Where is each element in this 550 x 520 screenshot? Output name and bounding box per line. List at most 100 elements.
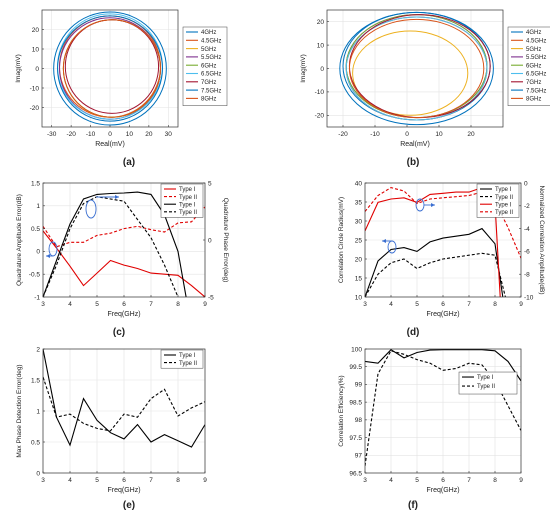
y-tick-label: 1 xyxy=(36,203,40,210)
legend-entry: 7.5GHz xyxy=(526,88,546,94)
x-tick-label: 6 xyxy=(441,477,445,484)
x-tick-label: 9 xyxy=(519,477,523,484)
y-axis-label: Quadrature Amplitude Error(dB) xyxy=(16,194,23,286)
chart-panel-e: 3 4 5 6 7 8 9 0 0.5 1 1.5 2 Freq(GHz) Max Phase Detec… xyxy=(16,346,207,494)
legend-entry: Type II xyxy=(477,384,495,390)
x-tick-label: 9 xyxy=(203,477,207,484)
y-tick-label: 30 xyxy=(355,218,363,225)
x-tick-label: 8 xyxy=(493,477,497,484)
y-tick-label: 35 xyxy=(355,199,363,206)
y-axis-label: Imag(mV) xyxy=(15,54,22,83)
x-tick-label: 5 xyxy=(95,301,99,308)
legend-entry: 5.5GHz xyxy=(526,55,546,61)
y-tick-label: 10 xyxy=(32,46,40,53)
x-tick-label: 4 xyxy=(389,301,393,308)
x-tick-label: 9 xyxy=(203,301,207,308)
series-line-type-ii xyxy=(43,206,205,248)
y-tick-label: 98 xyxy=(355,417,363,424)
chart-panel-c: 3 4 5 6 7 8 9 -1 -0.5 0 0.5 1 1.5 -5 0 5 Freq(GHz) Quadra… xyxy=(16,180,229,318)
x-tick-label: 6 xyxy=(441,301,445,308)
annotation-ellipse xyxy=(387,240,397,254)
y-tick-label: 1.5 xyxy=(31,377,40,384)
y2-axis-label: Normalized Correlation Amplitude(dB) xyxy=(538,185,545,294)
x-tick-label: 3 xyxy=(363,301,367,308)
y2-tick-label: -4 xyxy=(524,226,530,233)
series-line-type-i xyxy=(43,191,187,297)
legend-entry: Type I xyxy=(495,202,512,208)
legend-entry: 8GHz xyxy=(526,97,541,103)
y-tick-label: 10 xyxy=(355,294,363,301)
x-tick-label: 5 xyxy=(95,477,99,484)
legend-entry: 6GHz xyxy=(526,63,541,69)
annotation-group xyxy=(46,241,58,258)
plot-data-area xyxy=(339,11,494,126)
y-tick-label: 1 xyxy=(36,408,40,415)
y-tick-label: 0.5 xyxy=(31,439,40,446)
legend-entry: 7GHz xyxy=(526,80,541,86)
x-tick-label: 8 xyxy=(176,301,180,308)
y-tick-label: -10 xyxy=(30,85,40,92)
y-tick-label: -1 xyxy=(34,294,40,301)
x-axis-label: Freq(GHz) xyxy=(426,487,459,494)
panel-label-d: (d) xyxy=(407,327,420,338)
series-line-type-ii xyxy=(365,252,506,297)
legend-entry: 6GHz xyxy=(201,63,216,69)
series-line-type-ii xyxy=(365,187,521,259)
x-tick-label: 30 xyxy=(165,131,173,138)
y-tick-label: 2 xyxy=(36,346,40,353)
x-tick-label: 5 xyxy=(415,301,419,308)
plot-data-area xyxy=(53,11,167,126)
y-tick-label: 20 xyxy=(317,19,325,26)
x-tick-label: 7 xyxy=(149,301,153,308)
y-tick-label: -10 xyxy=(315,89,325,96)
series-line-type-i xyxy=(43,230,205,297)
annotation-group xyxy=(382,239,397,254)
y2-tick-label: 0 xyxy=(208,237,212,244)
legend-entry: 8GHz xyxy=(201,97,216,103)
x-tick-label: 4 xyxy=(68,477,72,484)
annotation-arrowhead xyxy=(115,195,119,199)
y-tick-label: 0 xyxy=(36,249,40,256)
series-circle-6.5GHz xyxy=(345,16,488,121)
x-axis-label: Freq(GHz) xyxy=(107,487,140,494)
legend-entry: Type II xyxy=(495,195,513,201)
x-tick-label: 20 xyxy=(467,131,475,138)
y2-axis-label: Quadrature Phase Error(deg) xyxy=(222,198,229,283)
panel-label-a: (a) xyxy=(123,157,135,168)
x-tick-label: 0 xyxy=(108,131,112,138)
legend-entry: 6.5GHz xyxy=(526,72,546,78)
x-tick-label: 4 xyxy=(68,301,72,308)
y-tick-label: -20 xyxy=(315,113,325,120)
y-tick-label: 1.5 xyxy=(31,180,40,187)
y-tick-label: 99.5 xyxy=(349,364,362,371)
y-tick-label: 100 xyxy=(351,346,362,353)
x-tick-label: -10 xyxy=(86,131,96,138)
y2-tick-label: -10 xyxy=(524,294,534,301)
y2-tick-label: 5 xyxy=(208,180,212,187)
y-tick-label: 10 xyxy=(317,42,325,49)
x-tick-label: -10 xyxy=(370,131,380,138)
y-tick-label: 96.5 xyxy=(349,470,362,477)
y-tick-label: 99 xyxy=(355,382,363,389)
legend-entry: 7.5GHz xyxy=(201,88,221,94)
series-line-type-i xyxy=(365,227,504,297)
legend-entry: 5.5GHz xyxy=(201,55,221,61)
annotation-arrowhead xyxy=(382,239,386,243)
legend: 4GHz 4.5GHz 5GHz 5.5GHz 6GHz 6.5GHz 7GHz 7.5GHz… xyxy=(182,26,228,106)
y-tick-label: 20 xyxy=(32,27,40,34)
y-tick-label: 0 xyxy=(320,66,324,73)
panel-label-b: (b) xyxy=(407,157,420,168)
y2-tick-label: 0 xyxy=(524,180,528,187)
legend-entry: 4GHz xyxy=(526,30,541,36)
x-tick-label: -20 xyxy=(338,131,348,138)
series-line-type-ii xyxy=(43,196,179,297)
series-circle-5GHz xyxy=(352,30,469,116)
x-tick-label: -30 xyxy=(47,131,57,138)
legend-box xyxy=(160,183,204,218)
x-tick-label: 10 xyxy=(126,131,134,138)
x-tick-label: 3 xyxy=(41,301,45,308)
x-tick-label: 9 xyxy=(519,301,523,308)
y2-tick-label: -8 xyxy=(524,272,530,279)
plot-data-area xyxy=(43,191,205,297)
